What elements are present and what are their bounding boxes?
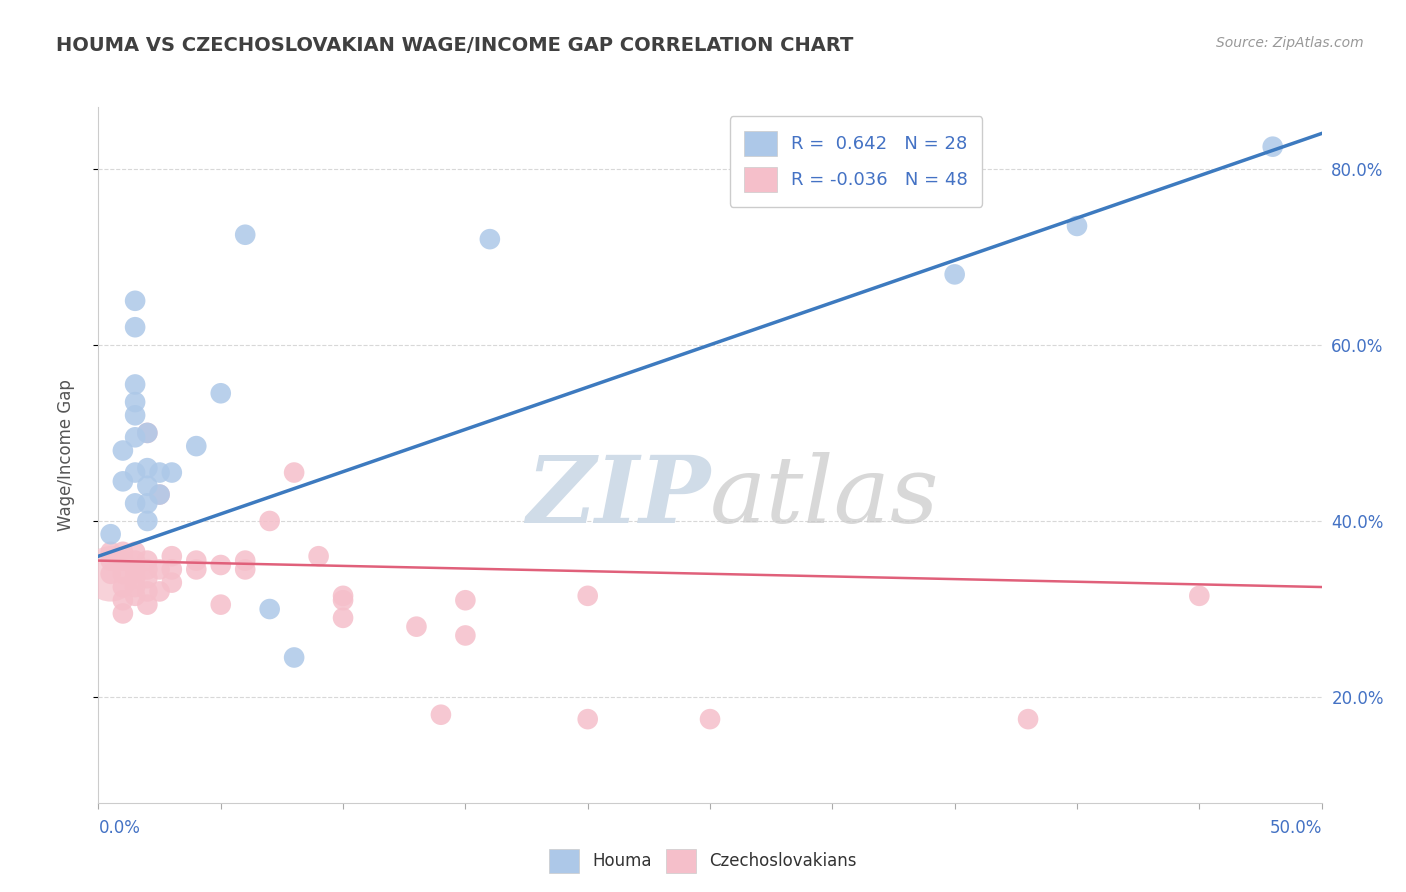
Point [332, 589, 354, 603]
Text: Source: ZipAtlas.com: Source: ZipAtlas.com [1216, 36, 1364, 50]
Point [100, 527, 122, 541]
Point [124, 580, 146, 594]
Text: ZIP: ZIP [526, 451, 710, 541]
Point [186, 562, 208, 576]
Point [576, 589, 599, 603]
Point [124, 589, 146, 603]
Point [478, 232, 501, 246]
Point [283, 466, 305, 480]
Point [111, 593, 134, 607]
Point [124, 553, 146, 567]
Point [124, 430, 146, 444]
Point [149, 466, 172, 480]
Point [124, 409, 146, 423]
Point [124, 496, 146, 510]
Point [149, 487, 172, 501]
Point [124, 320, 146, 334]
Text: atlas: atlas [710, 451, 939, 541]
Point [136, 562, 159, 576]
Point [124, 466, 146, 480]
Point [136, 479, 159, 493]
Point [332, 611, 354, 625]
Point [136, 514, 159, 528]
Point [332, 593, 354, 607]
Y-axis label: Wage/Income Gap: Wage/Income Gap [56, 379, 75, 531]
Point [136, 425, 159, 440]
Point [111, 443, 134, 458]
Point [136, 425, 159, 440]
Point [111, 545, 134, 559]
Point [160, 466, 183, 480]
Point [454, 628, 477, 642]
Point [1261, 139, 1284, 153]
Text: 50.0%: 50.0% [1270, 819, 1322, 837]
Point [209, 386, 232, 401]
Point [149, 584, 172, 599]
Point [136, 496, 159, 510]
Text: HOUMA VS CZECHOSLOVAKIAN WAGE/INCOME GAP CORRELATION CHART: HOUMA VS CZECHOSLOVAKIAN WAGE/INCOME GAP… [56, 36, 853, 54]
Point [124, 545, 146, 559]
Point [186, 439, 208, 453]
Point [124, 571, 146, 585]
Point [259, 602, 281, 616]
Point [160, 562, 183, 576]
Point [233, 227, 256, 242]
Point [160, 575, 183, 590]
Point [233, 553, 256, 567]
Point [699, 712, 721, 726]
Point [136, 571, 159, 585]
Point [430, 707, 453, 722]
Point [454, 593, 477, 607]
Point [136, 461, 159, 475]
Point [308, 549, 330, 564]
Point [149, 487, 172, 501]
Point [100, 566, 122, 581]
Point [111, 553, 134, 567]
Point [136, 553, 159, 567]
Text: 0.0%: 0.0% [98, 819, 141, 837]
Point [111, 607, 134, 621]
Point [111, 566, 134, 581]
Legend: R =  0.642   N = 28, R = -0.036   N = 48: R = 0.642 N = 28, R = -0.036 N = 48 [730, 116, 983, 207]
Point [100, 553, 122, 567]
Point [1017, 712, 1039, 726]
Point [149, 562, 172, 576]
Point [124, 377, 146, 392]
Point [100, 566, 122, 581]
Point [160, 549, 183, 564]
Point [576, 712, 599, 726]
Point [100, 545, 122, 559]
Point [209, 598, 232, 612]
Point [124, 562, 146, 576]
Point [1066, 219, 1088, 233]
Point [111, 580, 134, 594]
Point [209, 558, 232, 572]
Legend: Houma, Czechoslovakians: Houma, Czechoslovakians [543, 842, 863, 880]
Point [136, 584, 159, 599]
Point [136, 598, 159, 612]
Point [186, 553, 208, 567]
Point [405, 620, 427, 634]
Point [124, 293, 146, 308]
Point [283, 650, 305, 665]
Point [259, 514, 281, 528]
Point [233, 562, 256, 576]
Point [124, 395, 146, 409]
Point [943, 268, 966, 282]
Point [1188, 589, 1211, 603]
Point [111, 475, 134, 489]
